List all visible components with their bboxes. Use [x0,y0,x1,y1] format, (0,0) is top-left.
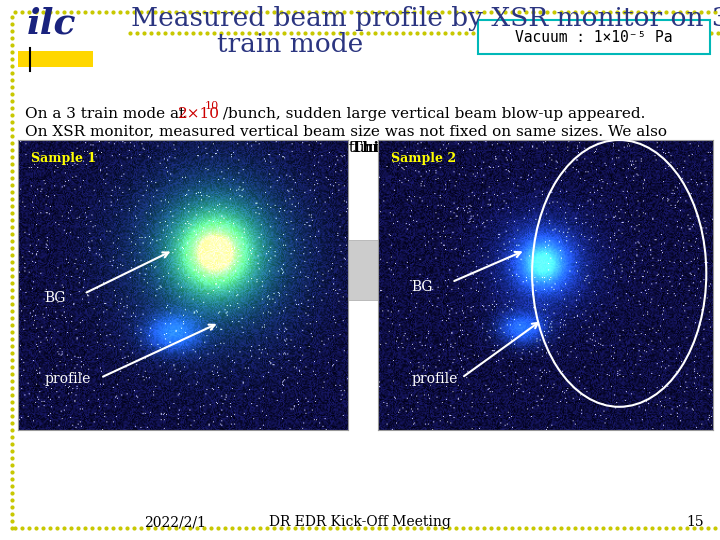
Text: 2×10: 2×10 [178,107,220,121]
Text: ilc: ilc [27,6,77,40]
Text: BG: BG [412,280,433,294]
Text: profile: profile [45,373,91,387]
Text: DR EDR Kick-Off Meeting: DR EDR Kick-Off Meeting [269,515,451,529]
Text: This is not FII?: This is not FII? [351,141,480,155]
Text: 10: 10 [205,101,220,111]
Text: On XSR monitor, measured vertical beam size was not fixed on same sizes. We also: On XSR monitor, measured vertical beam s… [25,124,667,138]
Text: 15: 15 [686,515,704,529]
Text: On a 3 train mode at: On a 3 train mode at [25,107,190,121]
Text: Sample 2: Sample 2 [392,152,456,165]
Text: profile: profile [412,373,458,387]
Text: see a vertical beam oscillation by turn-by-turn monitor.: see a vertical beam oscillation by turn-… [25,141,456,155]
Text: Vacuum : 1×10⁻⁵ Pa: Vacuum : 1×10⁻⁵ Pa [516,30,672,44]
Bar [348,240,378,300]
FancyBboxPatch shape [478,20,710,54]
Text: BG: BG [45,291,66,305]
Text: /bunch, sudden large vertical beam blow-up appeared.: /bunch, sudden large vertical beam blow-… [218,107,645,121]
Text: Sample 1: Sample 1 [31,152,96,165]
Text: Measured beam profile by XSR monitor on 3: Measured beam profile by XSR monitor on … [131,6,720,31]
Text: 2022/2/1: 2022/2/1 [144,515,206,529]
Bar [18,51,93,67]
Text: train mode: train mode [217,32,363,57]
